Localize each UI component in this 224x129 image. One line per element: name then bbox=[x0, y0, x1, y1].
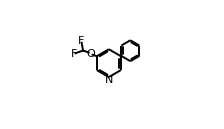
Text: O: O bbox=[86, 49, 95, 59]
Text: F: F bbox=[71, 49, 77, 59]
Text: F: F bbox=[78, 36, 84, 46]
Text: N: N bbox=[105, 75, 113, 84]
